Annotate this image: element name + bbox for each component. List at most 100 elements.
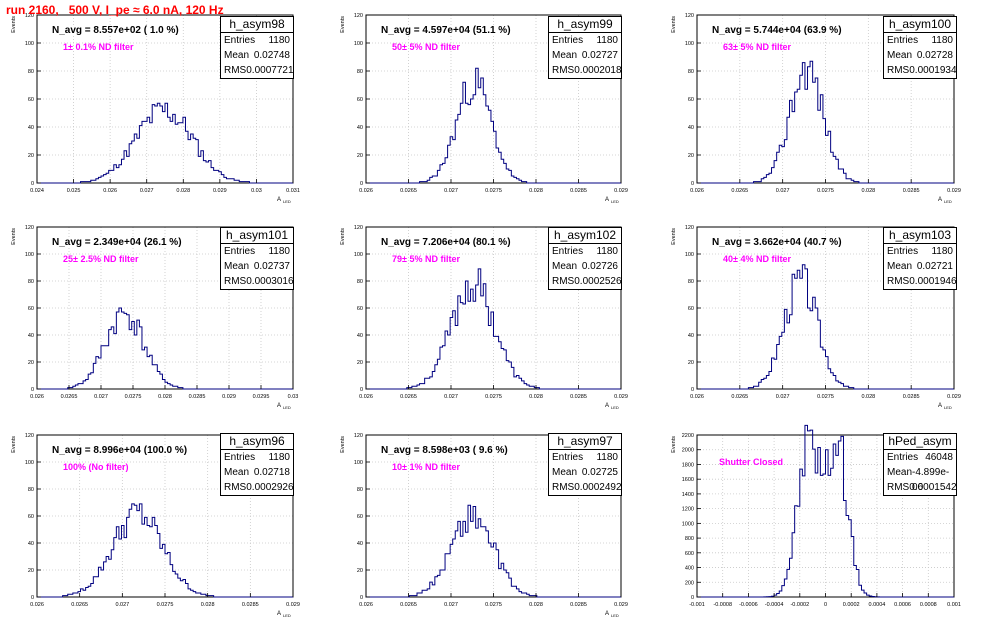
x-tick-label: 0.028 [176,188,190,194]
y-tick-label: 120 [354,225,363,231]
y-tick-label: 20 [357,568,363,574]
histogram-line [697,424,954,598]
stat-value: 0.0001934 [909,65,957,76]
x-tick-label: 0.0285 [189,394,206,400]
stat-value: 0.0002926 [246,482,294,493]
stat-label: Entries [887,452,919,463]
filter-annotation: 1± 0.1% ND filter [63,42,134,52]
navg-label: N_avg = 4.597e+04 (51.1 %) [379,25,513,36]
stat-label: RMS [224,276,247,287]
stat-label: Mean [552,467,578,478]
stat-value: 0.0002018 [574,65,622,76]
y-tick-label: 80 [28,69,34,75]
histogram-name: h_asym99 [549,17,621,33]
x-axis-label-sub: LED [611,405,619,410]
stat-label: Mean [552,261,578,272]
stat-box: h_asym99 Entries 1180 Mean 0.02727 RMS 0.00020… [548,16,622,79]
x-tick-label: 0.029 [222,394,236,400]
stat-value: 1180 [268,246,290,257]
stat-box: h_asym103 Entries 1180 Mean 0.02721 RMS 0.0001… [883,227,957,290]
stat-box: h_asym97 Entries 1180 Mean 0.02725 RMS 0.00024… [548,433,622,496]
x-tick-label: 0.0285 [903,188,920,194]
stat-row-mean: Mean 0.02721 [884,259,956,274]
y-axis-label: Events [340,16,346,33]
x-tick-label: 0.0275 [485,602,502,608]
stat-row-rms: RMS 0.0002492 [549,480,622,495]
stat-label: Mean [887,467,913,478]
x-tick-label: 0.028 [158,394,172,400]
y-tick-label: 60 [357,306,363,312]
stat-label: Mean [224,261,250,272]
stat-label: RMS [887,65,910,76]
x-tick-label: 0.026 [30,394,44,400]
x-tick-label: 0.031 [286,188,300,194]
x-axis-label-sub: LED [944,199,952,204]
x-tick-label: 0.0275 [485,394,502,400]
stat-label: RMS [887,276,910,287]
filter-annotation: 100% (No filter) [63,462,129,472]
histogram-name: h_asym103 [884,228,956,244]
y-tick-label: 40 [357,541,363,547]
navg-label: N_avg = 7.206e+04 (80.1 %) [379,237,513,248]
x-tick-label: 0.026 [103,188,117,194]
stat-row-mean: Mean 0.02725 [549,465,621,480]
stat-value: 0.02737 [253,261,290,272]
y-tick-label: 80 [28,279,34,285]
histogram-line [37,102,293,184]
panel-h_asym98: 0.024 0.025 0.026 0.027 0.028 0.029 0.03 0.031 0… [11,13,300,204]
y-tick-label: 120 [354,433,363,439]
stat-value: 0.0003016 [246,276,294,287]
y-tick-label: 40 [28,333,34,339]
y-tick-label: 80 [357,279,363,285]
y-tick-label: 0 [360,387,363,393]
filter-annotation: 10± 1% ND filter [392,462,460,472]
x-axis-label-sub: LED [611,613,619,618]
y-tick-label: 100 [354,460,363,466]
x-tick-label: 0.029 [614,394,628,400]
x-tick-label: 0.0275 [817,188,834,194]
stat-label: RMS [224,482,247,493]
x-axis-label: A [938,403,942,409]
y-tick-label: 2000 [682,448,694,454]
y-tick-label: 80 [688,69,694,75]
navg-label: N_avg = 8.996e+04 (100.0 %) [50,445,190,456]
y-tick-label: 20 [28,360,34,366]
y-tick-label: 400 [685,566,694,572]
histogram-name: h_asym96 [221,434,293,450]
x-tick-label: 0.0265 [400,394,417,400]
y-tick-label: 100 [25,41,34,47]
y-tick-label: 100 [685,252,694,258]
y-tick-label: 60 [688,97,694,103]
y-axis-label: Events [11,228,17,245]
x-tick-label: 0.029 [213,188,227,194]
y-tick-label: 40 [357,333,363,339]
panel-h_asym102: 0.026 0.0265 0.027 0.0275 0.028 0.0285 0.029 0 2… [340,225,628,410]
x-tick-label: 0.0275 [157,602,174,608]
y-tick-label: 1200 [682,507,694,513]
stat-label: Mean [887,50,913,61]
navg-label: N_avg = 8.598e+03 ( 9.6 %) [379,445,510,456]
x-tick-label: 0.0285 [903,394,920,400]
stat-value: 1180 [596,246,618,257]
x-tick-label: 0.027 [140,188,154,194]
filter-annotation: Shutter Closed [719,457,784,467]
x-axis-label-sub: LED [944,405,952,410]
y-tick-label: 80 [28,487,34,493]
x-tick-label: 0.029 [614,188,628,194]
stat-value: 1180 [596,35,618,46]
histogram-line [366,268,621,390]
x-tick-label: 0.027 [94,394,108,400]
stat-value: 0.02728 [916,50,953,61]
stat-box: h_asym96 Entries 1180 Mean 0.02718 RMS 0.00029… [220,433,294,496]
stat-label: Entries [224,246,256,257]
x-tick-label: 0.026 [690,188,704,194]
page-title: run 2160, 500 V, I_pe ≈ 6.0 nA, 120 Hz [6,3,224,17]
y-tick-label: 60 [357,97,363,103]
navg-label: N_avg = 8.557e+02 ( 1.0 %) [50,25,181,36]
y-tick-label: 1400 [682,492,694,498]
x-tick-label: 0.0265 [731,394,748,400]
stat-row-mean: Mean 0.02748 [221,48,293,63]
x-axis-label: A [605,403,609,409]
stat-value: -4.899e-06 [912,467,950,493]
panel-h_asym97: 0.026 0.0265 0.027 0.0275 0.028 0.0285 0.029 0 2… [340,433,628,618]
